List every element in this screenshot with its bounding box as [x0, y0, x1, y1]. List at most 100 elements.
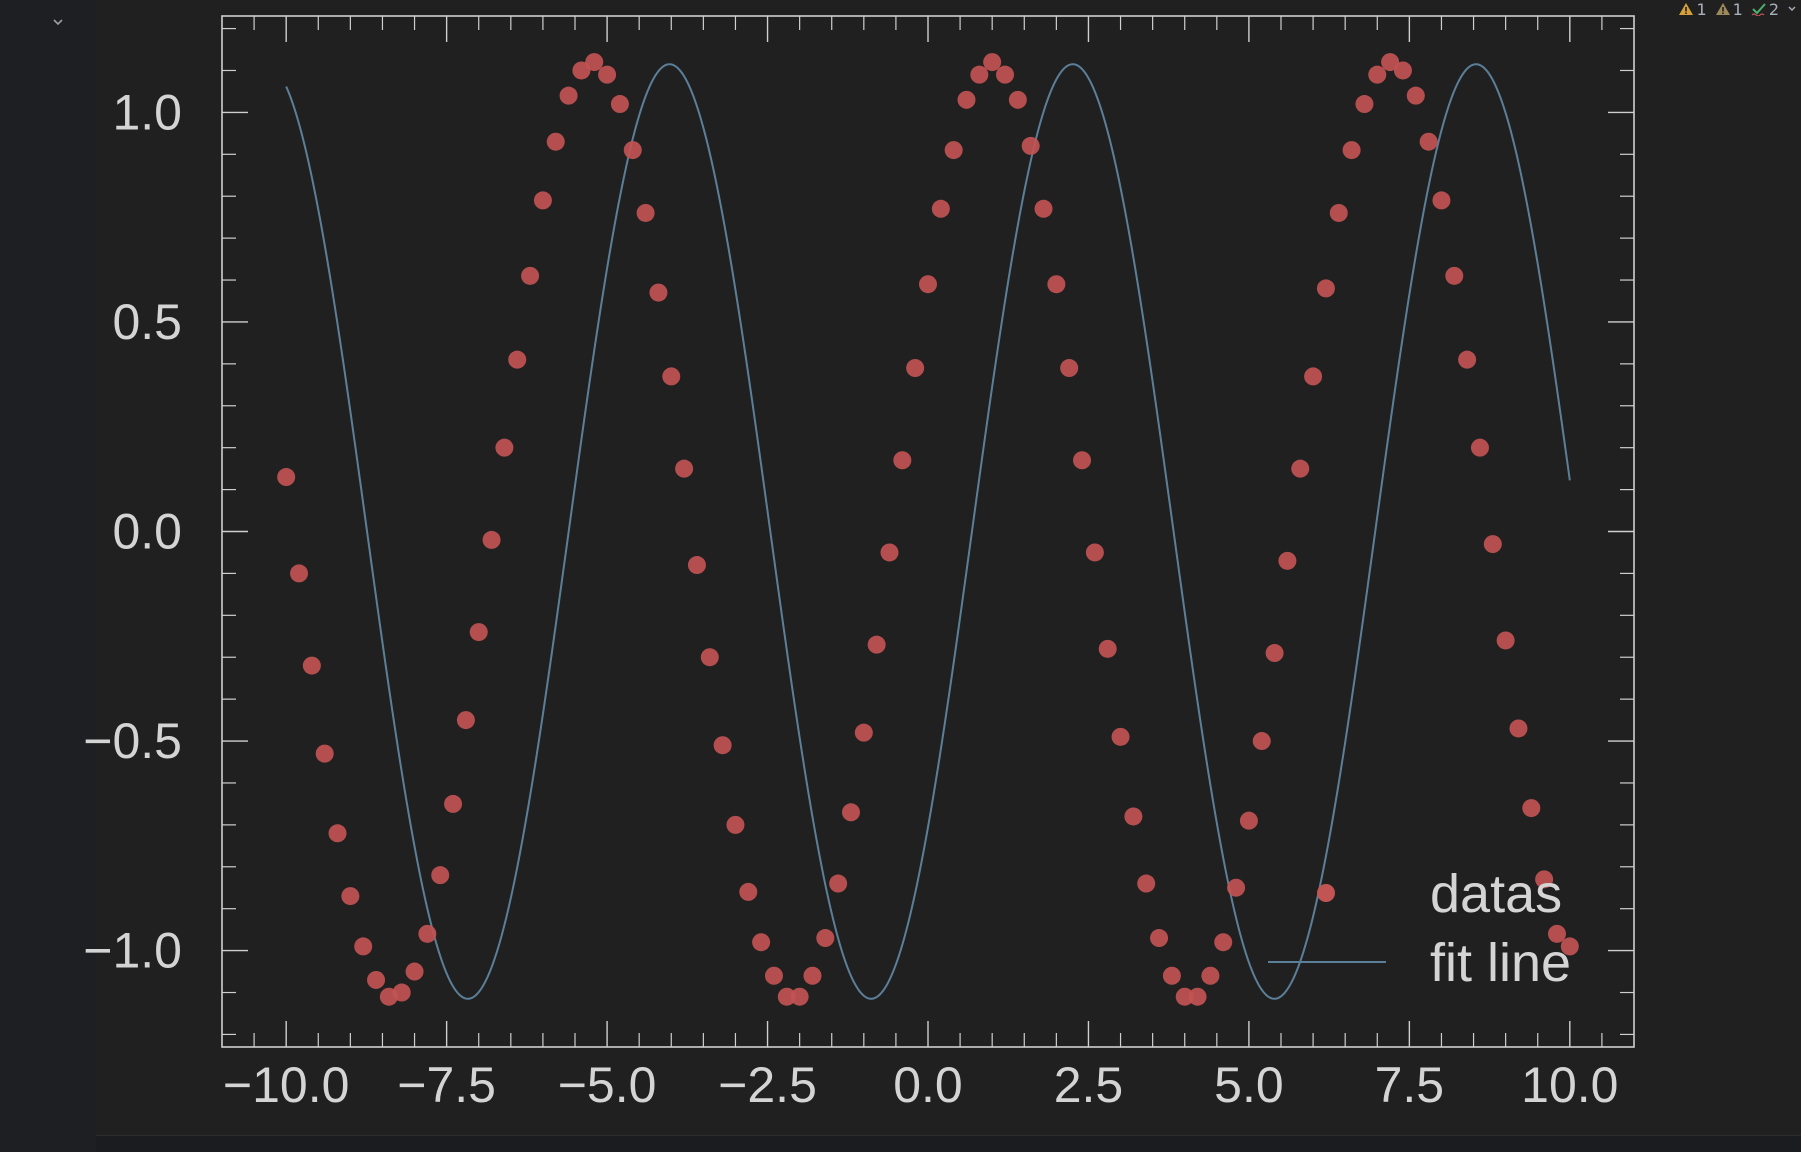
data-point	[1329, 203, 1348, 222]
x-tick-label: 2.5	[1054, 1057, 1124, 1113]
data-point	[328, 824, 347, 843]
data-point	[521, 266, 540, 285]
data-point	[598, 65, 617, 84]
data-point	[957, 90, 976, 109]
data-point	[469, 623, 488, 642]
typo-count-item[interactable]: 2	[1751, 0, 1779, 19]
data-point	[1021, 136, 1040, 155]
data-point	[1227, 878, 1246, 897]
data-point	[944, 141, 963, 160]
data-point	[1419, 132, 1438, 151]
data-point	[1316, 279, 1335, 298]
typo-count: 2	[1768, 0, 1779, 19]
data-point	[1509, 719, 1528, 738]
data-point	[983, 53, 1002, 72]
plot-frame	[221, 15, 1635, 1048]
data-point	[418, 924, 437, 943]
data-point	[585, 53, 604, 72]
data-point	[1252, 732, 1271, 751]
data-point	[1265, 644, 1284, 663]
fit-line-layer	[285, 63, 1571, 1000]
data-point	[1470, 438, 1489, 457]
data-point	[456, 711, 475, 730]
data-point	[636, 203, 655, 222]
data-point	[854, 723, 873, 742]
x-tick-label: 7.5	[1375, 1057, 1445, 1113]
legend-label-datas: datas	[1430, 864, 1562, 924]
data-point	[1150, 929, 1169, 948]
data-point	[1445, 266, 1464, 285]
x-tick-label: 0.0	[893, 1057, 963, 1113]
data-point	[1522, 799, 1541, 818]
data-point	[880, 543, 899, 562]
data-point	[996, 65, 1015, 84]
data-point	[700, 648, 719, 667]
x-tick-label: −5.0	[558, 1057, 657, 1113]
data-point	[559, 86, 578, 105]
data-point	[713, 736, 732, 755]
data-point	[893, 451, 912, 470]
error-count: 1	[1696, 0, 1707, 19]
data-point	[841, 803, 860, 822]
data-point	[1034, 199, 1053, 218]
data-point	[1355, 95, 1374, 114]
data-point	[1547, 924, 1566, 943]
data-point	[315, 744, 334, 763]
x-tick-label: 10.0	[1521, 1057, 1618, 1113]
data-point	[1483, 535, 1502, 554]
data-point	[495, 438, 514, 457]
y-tick-label: −1.0	[83, 923, 182, 979]
data-point	[931, 199, 950, 218]
data-point	[1458, 350, 1477, 369]
inspection-widget[interactable]: 1 1 2	[1674, 0, 1801, 19]
data-point	[906, 359, 925, 378]
data-point	[1047, 275, 1066, 294]
chevron-down-icon[interactable]	[1787, 2, 1797, 16]
data-point	[354, 937, 373, 956]
data-point	[302, 656, 321, 675]
data-point	[752, 933, 771, 952]
data-point	[290, 564, 309, 583]
data-point	[1124, 807, 1143, 826]
data-point	[1496, 631, 1515, 650]
data-point	[649, 283, 668, 302]
data-point	[277, 468, 296, 487]
warning-triangle-icon	[1715, 3, 1730, 15]
data-point	[1239, 811, 1258, 830]
data-point	[1188, 987, 1207, 1006]
error-count-item[interactable]: 1	[1678, 0, 1707, 19]
data-point	[1214, 933, 1233, 952]
x-tick-label: −10.0	[223, 1057, 350, 1113]
y-tick-label: 0.5	[112, 294, 182, 350]
x-tick-label: −2.5	[718, 1057, 817, 1113]
data-point	[482, 530, 501, 549]
fit-line	[285, 63, 1571, 1000]
chevron-down-icon[interactable]	[50, 14, 66, 30]
data-point	[1060, 359, 1079, 378]
data-point	[867, 635, 886, 654]
data-point	[392, 983, 411, 1002]
data-point	[1175, 987, 1194, 1006]
data-point	[1201, 966, 1220, 985]
data-point	[1008, 90, 1027, 109]
data-point	[1432, 191, 1451, 210]
data-point	[431, 866, 450, 885]
data-point	[1342, 141, 1361, 160]
x-tick-label: 5.0	[1214, 1057, 1284, 1113]
data-point	[739, 882, 758, 901]
data-point	[675, 459, 694, 478]
data-point	[1393, 61, 1412, 80]
data-point	[1535, 870, 1554, 889]
axis-ticks	[222, 16, 1634, 1047]
warning-count-item[interactable]: 1	[1715, 0, 1743, 19]
data-points	[277, 53, 1579, 1006]
data-point	[1137, 874, 1156, 893]
y-tick-label: 1.0	[112, 84, 182, 140]
y-tick-label: 0.0	[112, 504, 182, 560]
data-point	[1162, 966, 1181, 985]
data-point	[623, 141, 642, 160]
data-point	[1406, 86, 1425, 105]
data-point	[1098, 639, 1117, 658]
data-point	[829, 874, 848, 893]
